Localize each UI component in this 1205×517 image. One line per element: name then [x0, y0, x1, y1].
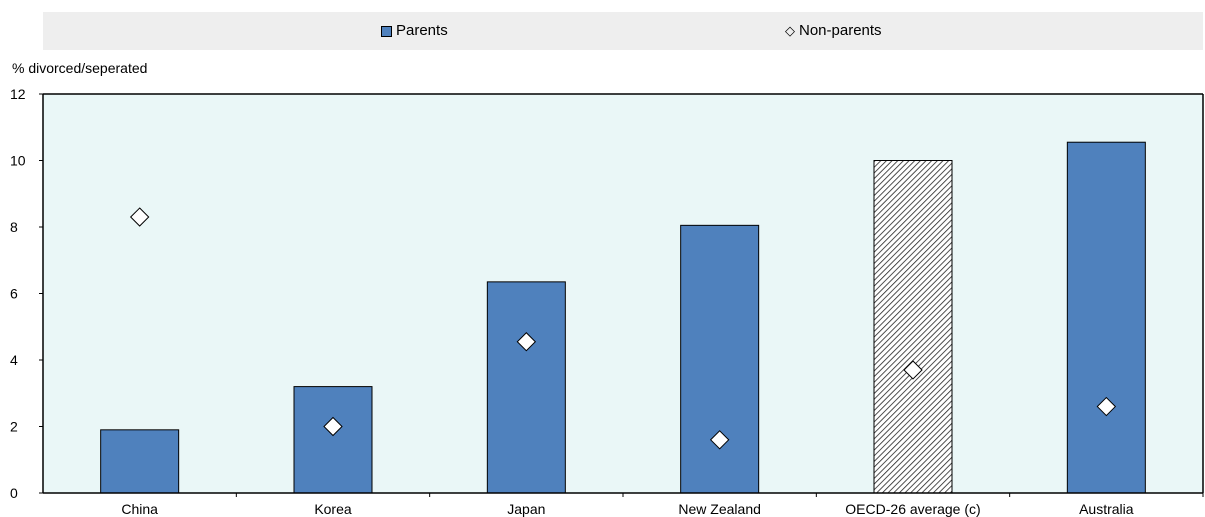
bar-parents — [680, 224, 760, 494]
marker-nonparents — [903, 360, 923, 380]
legend: Parents ◇ Non-parents — [43, 12, 1203, 50]
x-tick-label: Japan — [507, 501, 545, 517]
y-tick-label: 12 — [10, 86, 26, 102]
legend-label-nonparents: Non-parents — [799, 22, 882, 39]
bar-parents — [1066, 141, 1146, 494]
y-axis-label: % divorced/seperated — [12, 60, 148, 76]
diamond-icon: ◇ — [785, 23, 795, 38]
legend-item-nonparents: ◇ Non-parents — [785, 12, 882, 50]
x-tick-label: OECD-26 average (c) — [845, 501, 980, 517]
y-tick-label: 8 — [10, 219, 18, 235]
marker-nonparents — [129, 207, 150, 227]
y-tick-label: 4 — [10, 352, 18, 368]
y-tick-label: 10 — [10, 153, 26, 169]
y-tick-label: 2 — [10, 419, 18, 435]
marker-nonparents — [323, 416, 343, 437]
legend-item-parents: Parents — [381, 12, 448, 50]
marker-nonparents — [516, 332, 537, 352]
legend-label-parents: Parents — [396, 22, 448, 39]
plot-area — [43, 94, 1203, 493]
bar-parents — [293, 386, 373, 494]
x-tick-label: Korea — [314, 501, 352, 517]
x-tick-label: Australia — [1079, 501, 1134, 517]
bar-parents — [486, 281, 566, 494]
bar-parents — [100, 429, 180, 494]
y-tick-label: 0 — [10, 485, 18, 501]
x-tick-label: New Zealand — [678, 501, 761, 517]
y-tick-label: 6 — [10, 286, 18, 302]
x-tick-label: China — [121, 501, 158, 517]
marker-nonparents — [709, 430, 730, 450]
legend-swatch-parents — [381, 25, 392, 37]
marker-nonparents — [1096, 396, 1117, 417]
bar-parents — [873, 160, 953, 494]
